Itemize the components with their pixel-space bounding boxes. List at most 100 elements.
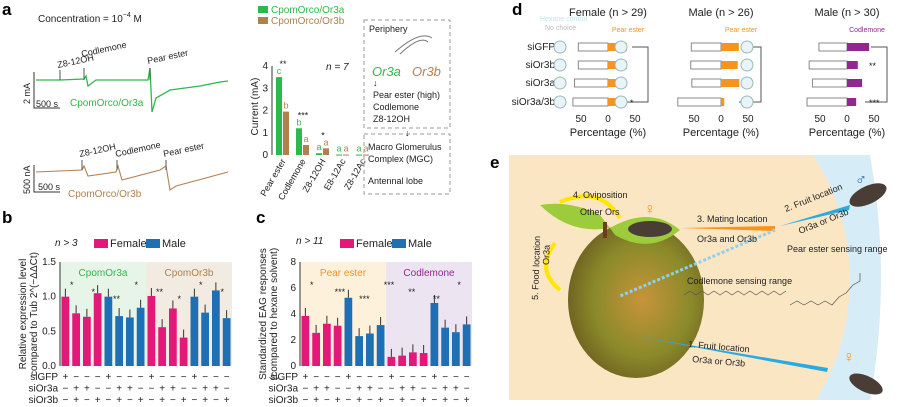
panel-c: c n > 11 Pear ester Codlemone 0 2 4 6 8 Standar… (256, 208, 472, 406)
trace-name: CpomOrco/Or3a (70, 98, 144, 109)
letter-label: a (343, 144, 348, 154)
treatment-sign: − (367, 372, 373, 383)
bar (333, 325, 342, 366)
n-label: n = 7 (326, 62, 349, 73)
bar (462, 324, 471, 366)
treatment-sign: + (181, 395, 187, 406)
panel-label-c: c (256, 208, 265, 227)
treatment-sign: − (442, 372, 448, 383)
panel-label-e: e (490, 153, 499, 172)
treatment-sign: − (84, 372, 90, 383)
arrow-down-icon: ↓ (373, 78, 378, 88)
x-tick-label: 0 (844, 114, 850, 125)
scale-x: 500 s (38, 182, 61, 192)
apple-image (568, 222, 704, 378)
treatment-label: siOr3a (269, 384, 299, 395)
y-axis-label: (compared to hexane solvent) (269, 248, 280, 380)
panel-label-d: d (512, 0, 522, 19)
treatment-sign: − (62, 384, 68, 395)
treatment-sign: + (313, 395, 319, 406)
nochoice-pie (614, 76, 628, 90)
bar (83, 316, 91, 366)
x-tick-label: 0 (605, 114, 611, 125)
row-label: siOr3a/3b (512, 97, 556, 108)
significance-label: * (70, 280, 74, 290)
significance-label: * (310, 280, 314, 290)
y-tick-label: 8 (290, 257, 296, 268)
hexane-bar (691, 78, 722, 88)
arrow-down-icon: ↓ (405, 128, 410, 138)
significance-label: * (92, 287, 96, 297)
y-axis-label: Current (mA) (250, 78, 261, 136)
x-tick-label: 50 (575, 114, 587, 125)
treatment-sign: − (170, 395, 176, 406)
treatment-sign: − (345, 395, 351, 406)
legend-swatch (392, 239, 406, 248)
letter-label: a (303, 134, 308, 144)
bar (147, 295, 156, 366)
x-axis-label: Percentage (%) (683, 127, 759, 139)
hexane-bar (806, 97, 848, 107)
y-tick-label: 2 (290, 335, 296, 346)
y-tick-label: 6 (290, 283, 296, 294)
moth-male (849, 183, 887, 207)
bar (93, 293, 102, 366)
group-label: CpomOr3a (79, 268, 128, 279)
treatment-sign: − (367, 395, 373, 406)
bar (366, 333, 374, 366)
treatment-sign: − (464, 372, 470, 383)
significance-label: *** (298, 110, 309, 120)
treatment-sign: + (62, 372, 68, 383)
bar (136, 307, 145, 366)
significance-label: * (221, 287, 225, 297)
y-tick-label: 1 (262, 128, 268, 139)
treatment-sign: − (388, 395, 394, 406)
mgc-label: Macro Glomerulus (368, 142, 442, 152)
scale-x: 500 s (36, 99, 59, 109)
fruit-arrow-female (635, 336, 828, 372)
odor-bar (608, 98, 621, 106)
treatment-sign: − (421, 384, 427, 395)
legend-hexane: Hexane control (540, 16, 588, 23)
treatment-sign: − (62, 395, 68, 406)
antennal-lobe-label: Antennal lobe (368, 176, 423, 186)
treatment-sign: + (116, 384, 122, 395)
letter-label: a (363, 144, 368, 154)
treatment-sign: + (170, 384, 176, 395)
treatment-sign: + (356, 384, 362, 395)
nochoice-pie (553, 76, 567, 90)
letter-label: a (336, 144, 341, 154)
treatment-sign: − (453, 372, 459, 383)
hexane-bar (574, 78, 609, 88)
bar (316, 153, 322, 155)
row-label: siOr3a (526, 78, 556, 89)
significance-label: *** (869, 98, 880, 108)
bar (115, 316, 123, 366)
treatment-sign: + (421, 395, 427, 406)
nochoice-pie (740, 58, 754, 72)
legend-label: CpomOrco/Or3a (271, 5, 345, 16)
significance-label: *** (384, 280, 395, 290)
treatment-sign: − (105, 395, 111, 406)
legend-label: Female (356, 238, 393, 250)
oviposition-arrow (559, 194, 622, 220)
treatment-sign: − (224, 384, 230, 395)
treatment-sign: − (148, 395, 154, 406)
y-tick-label: 0 (290, 361, 296, 372)
treatment-sign: + (324, 384, 330, 395)
x-tick-label: 50 (814, 114, 826, 125)
nochoice-pie (553, 95, 567, 109)
treatment-sign: + (105, 372, 111, 383)
step-label: 5. Food location (530, 236, 542, 300)
treatment-sign: − (84, 395, 90, 406)
odor-bar (847, 61, 858, 69)
nochoice-pie (614, 58, 628, 72)
panel-b: b n > 3 CpomOr3a CpomOr3b 0.0 0.5 1.0 1.5 Rela… (2, 208, 232, 406)
hexane-bar (811, 78, 848, 88)
or3b-label: Or3b (412, 64, 441, 79)
panel-label-b: b (2, 208, 12, 227)
bar (452, 332, 460, 366)
treatment-sign: − (335, 372, 341, 383)
treatment-sign: + (191, 372, 197, 383)
